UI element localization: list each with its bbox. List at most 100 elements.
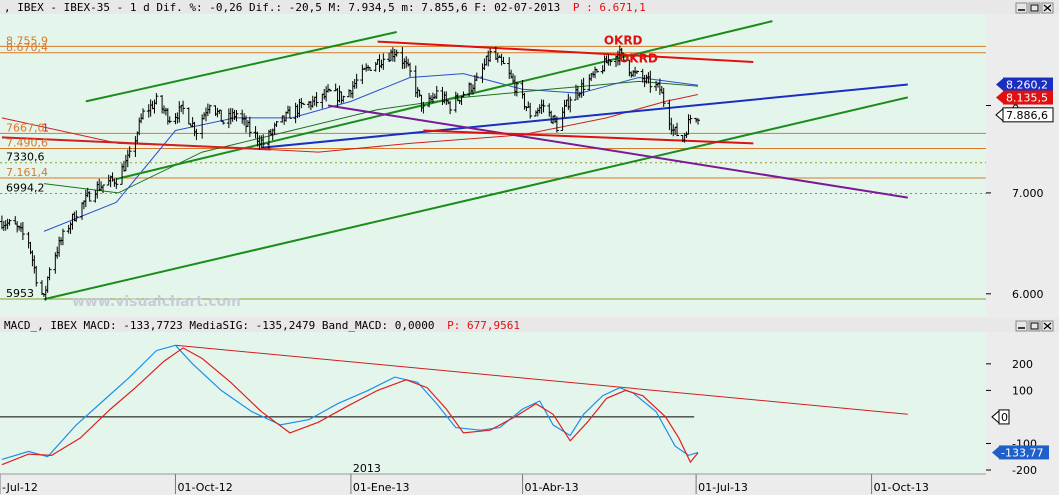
minimize-icon[interactable]: [1015, 320, 1028, 332]
moving-average-line: [43, 73, 699, 232]
price-bar: [634, 70, 639, 74]
price-flag-box: [1002, 107, 1054, 123]
price-bar: [60, 228, 65, 246]
price-bar: [74, 210, 79, 222]
price-bar: [87, 191, 92, 202]
time-axis-label: -Jul-12: [2, 481, 38, 494]
price-bar: [221, 120, 226, 125]
price-bar: [474, 72, 479, 81]
macd-flag: 0: [991, 409, 1010, 425]
okrd-annotation: OKRD: [619, 52, 658, 66]
price-flag-label: 7.886,6: [1006, 109, 1048, 122]
watermark: www.visualchart.com: [72, 294, 241, 310]
minimize-icon[interactable]: [1015, 2, 1028, 14]
macd-series-line: [1, 347, 699, 466]
price-bar: [688, 114, 693, 124]
price-bar: [341, 95, 346, 103]
price-flag-box: [1003, 90, 1053, 105]
level-label: 7.161,4: [6, 166, 48, 179]
level-label: 6994,2: [6, 181, 45, 194]
price-bar: [621, 52, 626, 61]
macd-header-bar: [0, 318, 1059, 332]
price-bar: [394, 49, 399, 57]
macd-series-line: [1, 344, 699, 460]
price-bar: [167, 116, 172, 124]
price-flag: 8.135,5: [996, 90, 1053, 105]
price-bar: [261, 134, 266, 148]
time-axis-label: 01-Abr-13: [525, 481, 579, 494]
price-bar: [367, 66, 372, 71]
time-axis-label: 01-Oct-12: [177, 481, 232, 494]
price-bar: [127, 146, 132, 158]
price-bar: [661, 87, 666, 107]
macd-header-text: MACD_, IBEX MACD: -133,7723 MediaSIG: -1…: [4, 319, 520, 332]
price-bar: [514, 81, 519, 97]
main-header-text: , IBEX - IBEX-35 - 1 d Dif. %: -0,26 Dif…: [4, 1, 646, 14]
macd-flag-label: 0: [1001, 411, 1008, 424]
price-bar: [488, 48, 493, 62]
price-bar: [314, 92, 319, 107]
price-bar: [47, 267, 52, 281]
price-bar: [461, 91, 466, 98]
price-flag-pointer: [996, 91, 1003, 104]
close-icon[interactable]: [1041, 320, 1054, 332]
price-bar: [194, 128, 199, 141]
main-header-prefix: , IBEX - IBEX-35 - 1 d Dif. %: -0,26 Dif…: [4, 1, 560, 14]
price-bar: [541, 99, 546, 113]
price-bar: [528, 102, 533, 119]
price-flag-box: [1003, 77, 1053, 92]
y-axis-tick-label: 7.000: [1012, 187, 1044, 200]
macd-flag: -133,77: [992, 445, 1049, 460]
price-chart[interactable]: OKRD OKRD 8.755,98.670,4 7667,01 7.490,6733…: [0, 0, 1059, 318]
maximize-icon[interactable]: [1028, 2, 1041, 14]
year-marker-label: 2013: [353, 462, 381, 475]
price-bar: [181, 100, 186, 115]
price-bar: [34, 265, 39, 287]
price-flag-label: 8.135,5: [1006, 92, 1048, 105]
moving-average-line: [43, 80, 699, 194]
price-bar: [114, 178, 119, 189]
price-bar: [7, 219, 12, 226]
price-flag: 7.886,6: [995, 107, 1054, 123]
okrd-annotation: OKRD: [604, 34, 643, 48]
main-header-bar: [0, 0, 1059, 14]
close-icon[interactable]: [1041, 2, 1054, 14]
macd-plot-area: [0, 332, 986, 474]
macd-header-p-label: P: 677,9561: [447, 319, 520, 332]
price-bar: [581, 77, 586, 96]
macd-window-controls: [1015, 320, 1054, 332]
macd-flag-box: [998, 409, 1010, 425]
price-bar: [421, 101, 426, 114]
price-bar: [354, 73, 359, 89]
price-bar: [696, 118, 701, 125]
time-axis-label: 01-Ene-13: [353, 481, 410, 494]
level-label: 7667,0: [6, 121, 45, 134]
price-bar: [234, 110, 239, 122]
macd-trendline: [175, 344, 908, 415]
trendline: [85, 31, 397, 103]
level-label: 8.755,9: [6, 34, 48, 47]
macd-y-tick-label: 100: [1012, 384, 1033, 397]
time-axis-label: 01-Jul-13: [698, 481, 748, 494]
macd-header-prefix: MACD_, IBEX MACD: -133,7723 MediaSIG: -1…: [4, 319, 434, 332]
level-label: 7330,6: [6, 151, 45, 164]
trendline: [377, 40, 754, 63]
price-bar: [20, 221, 25, 241]
price-bar: [141, 108, 146, 120]
maximize-icon[interactable]: [1028, 320, 1041, 332]
main-header-p-label: P : 6.671,1: [573, 1, 646, 14]
price-flag-pointer: [996, 78, 1003, 91]
y-axis-tick-label: 8: [1012, 99, 1019, 112]
price-bar: [100, 184, 105, 194]
price-bar: [408, 62, 413, 77]
macd-y-tick-label: -200: [1012, 464, 1037, 477]
price-bar: [274, 121, 279, 127]
price-bar: [648, 70, 653, 93]
price-bar: [448, 100, 453, 115]
time-axis-label: 01-Oct-13: [874, 481, 929, 494]
price-bar: [554, 116, 559, 133]
main-window-controls: [1015, 2, 1054, 14]
level-label: 8.670,4: [6, 41, 48, 54]
main-plot-area: [0, 14, 986, 316]
